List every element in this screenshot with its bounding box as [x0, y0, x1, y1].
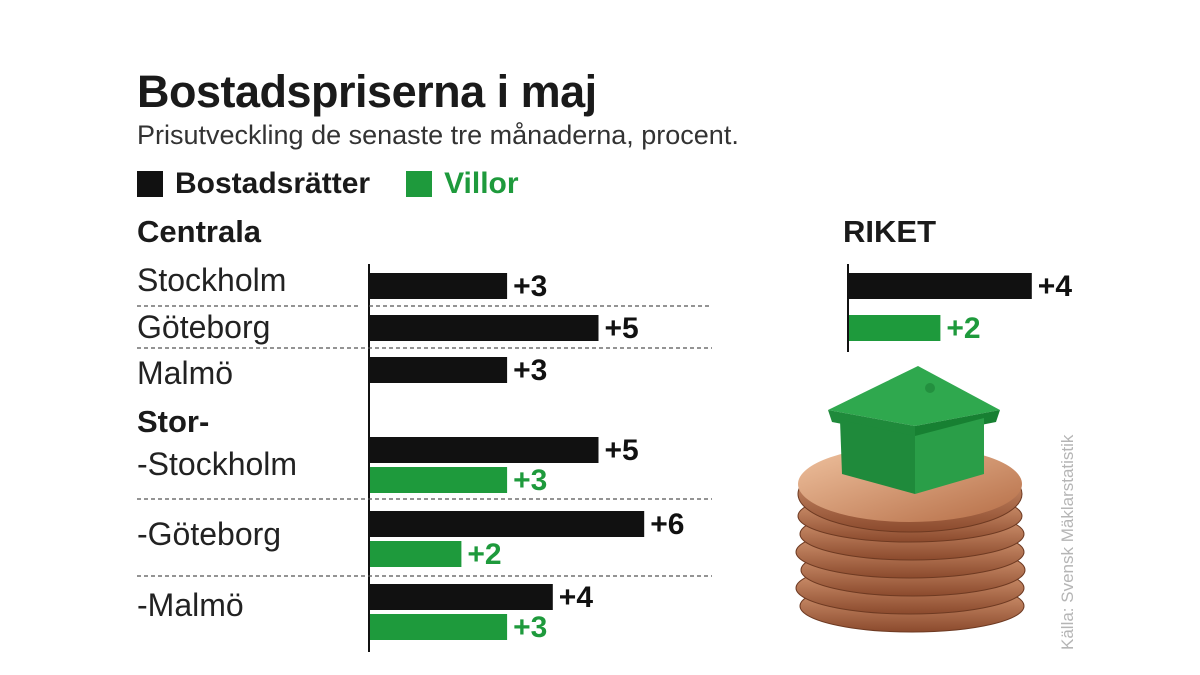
bar-villor-stor-stockholm — [370, 467, 508, 493]
value-label-villor-stor-stockholm: +3 — [513, 464, 547, 497]
legend-item-villor: Villor — [406, 167, 519, 201]
category-label-goteborg: Göteborg — [137, 309, 271, 345]
value-label-villor-stor-malmo: +3 — [513, 611, 547, 644]
coins-house-photo — [795, 366, 1026, 633]
value-label-bostadsratter-stor-malmo: +4 — [559, 581, 594, 614]
bar-villor-stor-malmo — [370, 614, 508, 640]
category-label-malmo: Malmö — [137, 355, 234, 391]
value-label-villor-riket: +2 — [946, 312, 980, 345]
legend-swatch-villor — [406, 171, 433, 197]
bar-bostadsratter-stor-malmo — [370, 584, 553, 610]
legend-label-bostadsratter: Bostadsrätter — [175, 167, 371, 200]
value-label-bostadsratter-stockholm: +3 — [513, 270, 547, 303]
value-label-bostadsratter-malmo: +3 — [513, 354, 547, 387]
legend-swatch-bostadsratter — [137, 171, 163, 197]
chart-title: Bostadspriserna i maj — [137, 66, 597, 117]
value-label-villor-stor-goteborg: +2 — [467, 538, 501, 571]
bar-bostadsratter-goteborg — [370, 315, 599, 341]
legend-label-villor: Villor — [444, 167, 519, 200]
bar-bostadsratter-stor-stockholm — [370, 437, 599, 463]
category-label-stor-goteborg: -Göteborg — [137, 516, 282, 552]
legend-item-bostadsratter: Bostadsrätter — [137, 167, 370, 201]
value-label-bostadsratter-stor-stockholm: +5 — [605, 434, 639, 467]
source-note: Källa: Svensk Mäklarstatistik — [1058, 434, 1077, 650]
bar-villor-riket — [849, 315, 941, 341]
bar-bostadsratter-riket — [849, 273, 1032, 299]
category-label-stockholm: Stockholm — [137, 262, 287, 298]
bar-bostadsratter-stor-goteborg — [370, 511, 645, 537]
bar-bostadsratter-stockholm — [370, 273, 508, 299]
section-riket-heading: RIKET — [843, 214, 936, 249]
category-label-stor-stockholm: -Stockholm — [137, 446, 298, 482]
value-label-bostadsratter-goteborg: +5 — [605, 312, 639, 345]
chart-subtitle: Prisutveckling de senaste tre månaderna,… — [137, 120, 739, 150]
category-label-stor-malmo: -Malmö — [137, 587, 244, 623]
section-centrala-heading: Centrala — [137, 214, 262, 249]
section-stor-heading: Stor- — [137, 404, 210, 439]
bar-bostadsratter-malmo — [370, 357, 508, 383]
value-label-bostadsratter-stor-goteborg: +6 — [650, 508, 684, 541]
legend: Bostadsrätter Villor — [137, 166, 555, 202]
bar-villor-stor-goteborg — [370, 541, 462, 567]
value-label-bostadsratter-riket: +4 — [1038, 270, 1073, 303]
